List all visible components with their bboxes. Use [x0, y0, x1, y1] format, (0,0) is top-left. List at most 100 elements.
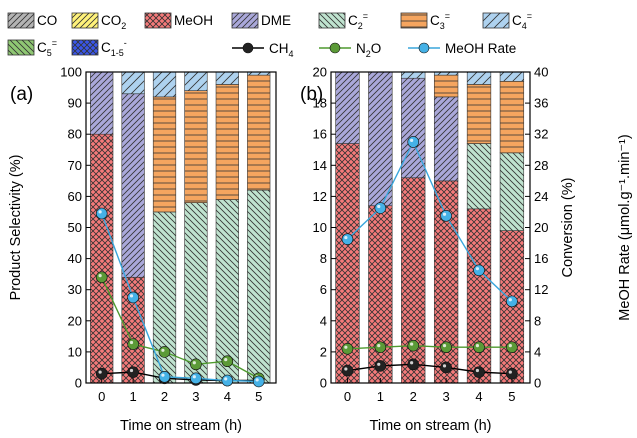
y-tick-label: 0: [320, 376, 327, 391]
panel-a: 0 10 20 30 40 50 60 70 80 90 100 0 1 2 3 4 5 (a) Time on s…: [8, 65, 277, 434]
point-highlight: [508, 298, 512, 302]
x-tick-label: 0: [344, 389, 351, 404]
legend-label-meoh: MeOH: [174, 13, 213, 28]
bar-c2-t4: [466, 143, 492, 210]
point-highlight: [410, 361, 414, 365]
point-meoh-rate-t4: [473, 264, 485, 277]
bar-c2-t5: [499, 152, 525, 231]
y-tick-label: 18: [313, 96, 327, 111]
y-tick-label: 4: [320, 313, 327, 328]
point-n2o-t4: [221, 355, 234, 368]
y2-tick-label: 4: [534, 344, 541, 359]
point-highlight: [129, 368, 134, 373]
x-tick-label: 2: [410, 389, 417, 404]
bar-c3-t2: [152, 96, 177, 213]
legend-swatch-c5: [7, 39, 35, 56]
bar-meoh-t4: [466, 208, 492, 384]
y-tick-label: 20: [313, 65, 327, 80]
bar-dme-t0: [90, 71, 114, 135]
bar-c3-t5: [499, 81, 525, 154]
y2-tick-label: 32: [534, 127, 548, 142]
point-meoh-rate-t3: [190, 372, 202, 385]
point-ch4-t1: [127, 366, 139, 378]
legend-label-c5: C5=: [37, 38, 57, 58]
bar-c3-t3: [433, 74, 459, 98]
point-meoh-rate-t4: [221, 374, 234, 387]
legend-marker-ch4: [242, 42, 254, 54]
y2-tick-label: 28: [534, 158, 548, 173]
bar-c4-t1: [121, 71, 145, 95]
y-tick-label: 40: [68, 251, 82, 266]
bar-meoh-t2: [401, 177, 426, 384]
y-tick-label: 12: [313, 189, 327, 204]
x-tick-label: 1: [129, 389, 136, 404]
point-n2o-t4: [473, 341, 485, 354]
point-meoh-rate-t5: [506, 295, 518, 308]
point-highlight: [192, 375, 196, 379]
bar-meoh-t1: [368, 205, 393, 384]
point-highlight: [161, 348, 165, 352]
point-ch4-t0: [341, 364, 354, 377]
bar-dme-t0: [335, 71, 360, 144]
point-meoh-rate-t0: [95, 207, 108, 220]
point-meoh-rate-t1: [127, 291, 139, 304]
point-highlight: [344, 235, 348, 240]
legend-marker-n2o: [329, 42, 341, 54]
point-highlight: [129, 340, 134, 345]
bar-c4-t5: [499, 71, 525, 82]
point-highlight: [475, 344, 480, 348]
point-highlight: [410, 138, 414, 142]
legend-swatch-co2: [71, 12, 99, 29]
y-tick-label: 50: [68, 220, 82, 235]
point-highlight: [377, 204, 381, 209]
y2-tick-label: 8: [534, 313, 541, 328]
bar-dme-t3: [433, 96, 459, 182]
y2-tick-label: 20: [534, 220, 548, 235]
legend-label-ch4: CH4: [269, 41, 294, 59]
point-n2o-t0: [341, 342, 354, 355]
point-highlight: [98, 370, 102, 374]
legend-swatch-dme: [231, 12, 259, 29]
legend-swatch-co: [7, 12, 35, 29]
legend-label-c1-5: C1-5-: [101, 38, 127, 58]
point-meoh-rate-t2: [158, 370, 171, 383]
point-highlight: [442, 344, 447, 348]
bar-meoh-t0: [90, 133, 114, 384]
bar-c3-t3: [184, 90, 208, 203]
y-tick-label: 6: [320, 282, 327, 297]
point-highlight: [410, 342, 414, 346]
panel-label: (b): [300, 84, 323, 105]
x-tick-label: 5: [508, 389, 515, 404]
x-tick-label: 5: [255, 389, 262, 404]
point-highlight: [344, 345, 348, 349]
point-highlight: [192, 361, 196, 365]
x-tick-label: 4: [224, 389, 231, 404]
y-tick-label: 0: [75, 376, 82, 391]
legend-label-c3: C3=: [430, 11, 450, 31]
y-tick-label: 70: [68, 158, 82, 173]
bar-c3-t4: [215, 84, 239, 200]
x-tick-label: 1: [377, 389, 384, 404]
point-highlight: [255, 378, 259, 382]
legend-label-n2o: N2O: [356, 41, 381, 59]
point-meoh-rate-t0: [341, 233, 354, 245]
bar-dme-t2: [401, 77, 426, 179]
bars: [335, 71, 525, 384]
x-tick-label: 4: [475, 389, 482, 404]
y2-axis-label: MeOH Rate (μmol.g⁻¹.min⁻¹): [617, 134, 633, 320]
point-meoh-rate-t3: [440, 210, 452, 222]
y2-tick-label: 16: [534, 251, 548, 266]
bar-c4-t3: [184, 71, 208, 91]
point-highlight: [98, 210, 102, 214]
y-tick-label: 20: [68, 313, 82, 328]
y-tick-label: 10: [68, 344, 82, 359]
point-highlight: [224, 358, 228, 362]
y-tick-label: 100: [60, 65, 82, 80]
y-tick-label: 8: [320, 251, 327, 266]
legend-label-co: CO: [37, 13, 57, 28]
x-axis-label: Time on stream (h): [370, 418, 492, 434]
y-tick-label: 80: [68, 127, 82, 142]
point-meoh-rate-t1: [374, 202, 387, 214]
bar-c4-t2: [401, 71, 426, 79]
